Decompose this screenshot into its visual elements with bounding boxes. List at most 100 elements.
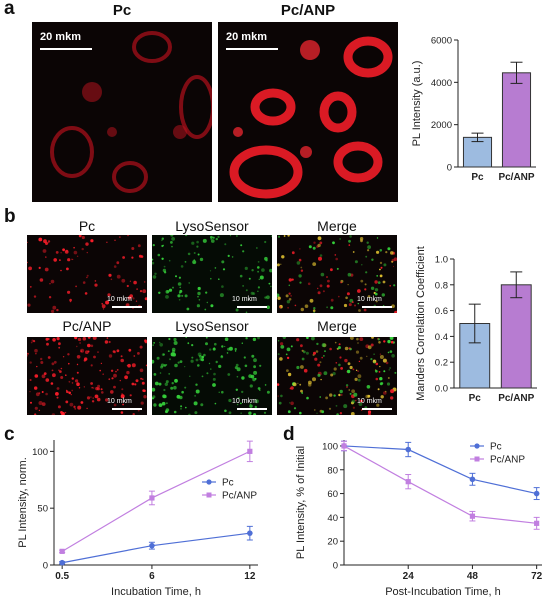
fluorescence-dot xyxy=(383,263,387,267)
fluorescence-dot xyxy=(374,280,378,284)
y-tick-label: 2000 xyxy=(431,120,452,131)
fluorescence-dot xyxy=(376,275,379,277)
fluorescence-dot xyxy=(218,364,222,368)
fluorescence-dot xyxy=(52,373,56,378)
fluorescence-dot xyxy=(277,296,281,300)
data-point xyxy=(534,520,540,526)
fluorescence-dot xyxy=(92,397,94,399)
data-point xyxy=(469,476,476,483)
fluorescence-dot xyxy=(306,337,309,339)
fluorescence-dot xyxy=(314,409,316,411)
fluorescence-dot xyxy=(185,337,187,339)
fluorescence-dot xyxy=(206,301,208,304)
fluorescence-dot xyxy=(308,245,312,249)
fluorescence-dot xyxy=(30,401,32,404)
fluorescence-dot xyxy=(165,380,169,384)
fluorescence-dot xyxy=(277,263,280,267)
fluorescence-dot xyxy=(227,373,231,376)
fluorescence-dot xyxy=(173,410,177,414)
fluorescence-dot xyxy=(357,370,359,372)
fluorescence-dot xyxy=(365,394,369,399)
legend-label: Pc xyxy=(490,442,502,453)
fluorescence-dot xyxy=(166,290,170,293)
fluorescence-dot xyxy=(120,411,124,414)
fluorescence-dot xyxy=(303,368,308,373)
fluorescence-dot xyxy=(376,250,380,254)
fluorescence-dot xyxy=(322,290,325,293)
fluorescence-dot xyxy=(270,285,272,288)
fluorescence-dot xyxy=(191,241,195,245)
fluorescence-dot xyxy=(171,382,174,385)
fluorescence-dot xyxy=(29,286,32,288)
fluorescence-dot xyxy=(153,403,157,407)
fluorescence-dot xyxy=(388,369,390,371)
fluorescence-dot xyxy=(60,269,62,272)
fluorescence-dot xyxy=(159,372,162,374)
fluorescence-dot xyxy=(69,402,74,407)
fluorescence-dot xyxy=(76,345,78,348)
fluorescence-dot xyxy=(300,344,303,348)
fluorescence-dot xyxy=(152,261,155,265)
fluorescence-dot xyxy=(306,396,309,400)
scalebar-a-pc-anp xyxy=(226,48,278,50)
fluorescence-dot xyxy=(350,337,354,340)
fluorescence-dot xyxy=(127,235,129,237)
fluorescence-dot xyxy=(348,244,351,246)
fluorescence-dot xyxy=(373,353,375,355)
fluorescence-dot xyxy=(38,409,41,412)
fluorescence-dot xyxy=(245,289,248,292)
fluorescence-dot xyxy=(360,399,363,403)
fluorescence-dot xyxy=(296,261,301,265)
fluorescence-dot xyxy=(385,251,388,254)
fluorescence-dot xyxy=(279,306,282,309)
fluorescence-dot xyxy=(97,351,99,353)
data-point xyxy=(59,548,65,554)
y-tick-label: 0 xyxy=(447,163,452,174)
fluorescence-dot xyxy=(336,267,339,270)
fluorescence-dot xyxy=(264,256,268,261)
fluorescence-dot xyxy=(248,277,251,280)
fluorescence-dot xyxy=(91,400,95,403)
fluorescence-dot xyxy=(51,413,56,415)
fluorescence-dot xyxy=(158,291,161,294)
fluorescence-dot xyxy=(57,405,61,409)
fluorescence-dot xyxy=(257,337,260,340)
fluorescence-dot xyxy=(126,370,130,375)
fluorescence-dot xyxy=(279,357,283,361)
scalebar-label-b-1: 10 mkm xyxy=(107,296,132,303)
fluorescence-dot xyxy=(119,236,121,238)
fluorescence-dot xyxy=(87,350,90,353)
fluorescence-dot xyxy=(131,256,134,259)
fluorescence-dot xyxy=(340,281,342,284)
fluorescence-dot xyxy=(212,236,215,239)
fluorescence-dot xyxy=(163,388,166,392)
fluorescence-dot xyxy=(357,289,361,293)
legend-label: Pc xyxy=(222,478,234,489)
fluorescence-dot xyxy=(221,345,224,348)
fluorescence-dot xyxy=(64,411,67,414)
fluorescence-dot xyxy=(320,378,322,381)
fluorescence-dot xyxy=(326,284,330,288)
fluorescence-dot xyxy=(116,274,121,279)
fluorescence-dot xyxy=(354,304,356,307)
fluorescence-dot xyxy=(380,395,384,399)
fluorescence-dot xyxy=(38,392,41,394)
fluorescence-dot xyxy=(214,402,217,405)
fluorescence-dot xyxy=(113,350,117,354)
x-tick-label: 6 xyxy=(149,571,155,582)
fluorescence-dot xyxy=(188,413,191,415)
b-pc-dots xyxy=(27,235,147,313)
fluorescence-dot xyxy=(387,351,390,354)
fluorescence-dot xyxy=(379,365,381,368)
fluorescence-dot xyxy=(346,386,348,388)
fluorescence-dot xyxy=(224,345,226,348)
fluorescence-dot xyxy=(278,401,282,405)
fluorescence-dot xyxy=(45,378,50,382)
fluorescence-dot xyxy=(334,254,337,256)
fluorescence-dot xyxy=(204,308,207,311)
fluorescence-dot xyxy=(158,341,161,344)
fluorescence-dot xyxy=(334,341,337,344)
fluorescence-dot xyxy=(390,396,394,400)
fluorescence-dot xyxy=(277,340,280,342)
fluorescence-dot xyxy=(90,344,94,348)
